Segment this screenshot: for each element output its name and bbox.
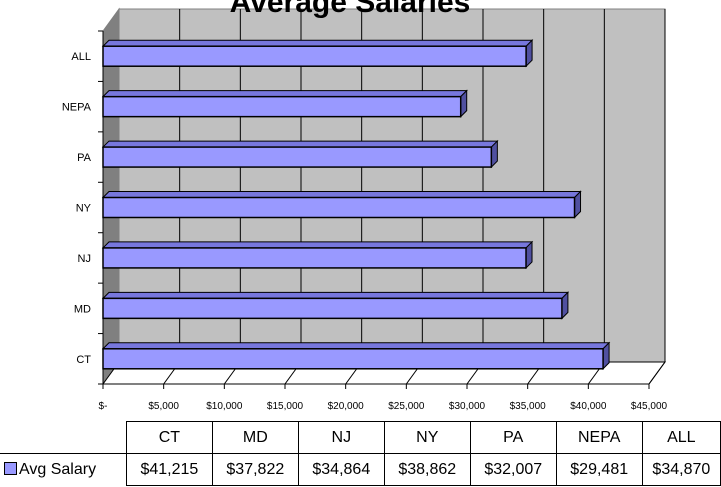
category-label: MD: [74, 303, 91, 315]
data-table-category-header: PA: [469, 421, 557, 454]
data-table-header-row: CT MD NJ NY PA NEPA ALL: [0, 421, 721, 454]
data-table-category-header: NJ: [297, 421, 385, 454]
x-tick-label: $40,000: [570, 401, 607, 412]
bar-chart: $- $5,000 $10,000 $15,000 $20,000 $25,000 $30,…: [62, 0, 668, 412]
category-label: NY: [76, 203, 92, 215]
legend-key: [4, 461, 17, 475]
category-label: ALL: [71, 51, 91, 63]
chart-title: Average Salaries: [230, 0, 471, 19]
x-tick-label: $5,000: [148, 401, 179, 412]
x-tick-label: $20,000: [328, 401, 365, 412]
data-table: CT MD NJ NY PA NEPA ALL Avg Salary $41,215 $37,8…: [0, 421, 721, 486]
category-label: CT: [76, 354, 91, 366]
data-table-category-header: NEPA: [555, 421, 643, 454]
bar-top-face: [101, 342, 611, 350]
data-table-corner: [0, 421, 127, 454]
floor-gridline: [648, 361, 666, 385]
category-label: NEPA: [62, 102, 92, 114]
data-table-value: $32,007: [469, 453, 557, 486]
data-table-value: $37,822: [211, 453, 299, 486]
bar: [102, 95, 462, 118]
x-tick-label: $25,000: [388, 401, 425, 412]
data-table-value: $29,481: [555, 453, 643, 486]
x-tick-label: $30,000: [449, 401, 486, 412]
bar-top-face: [101, 140, 499, 148]
bar: [102, 247, 527, 269]
bar: [102, 348, 604, 370]
category-label: PA: [77, 152, 92, 164]
bar: [102, 146, 493, 168]
x-tick-label: $45,000: [631, 401, 668, 412]
data-table-category-header: ALL: [641, 421, 721, 454]
data-table-value: $34,870: [641, 453, 721, 486]
data-table-category-header: CT: [125, 421, 213, 454]
legend-series-name: Avg Salary: [19, 460, 97, 478]
data-table-series-label: Avg Salary: [0, 453, 127, 486]
bar-top-face: [101, 90, 468, 98]
bar-top-face: [101, 191, 582, 198]
category-label: NJ: [78, 253, 91, 265]
bar-top-face: [101, 39, 534, 47]
x-tick-label: $35,000: [510, 401, 547, 412]
x-tick-label: $15,000: [267, 401, 304, 412]
data-table-value: $41,215: [125, 453, 213, 486]
data-table-value: $38,862: [383, 453, 471, 486]
data-table-category-header: MD: [211, 421, 299, 454]
bar: [102, 45, 527, 67]
data-table-value: $34,864: [297, 453, 385, 486]
bar: [102, 297, 563, 320]
bar-top-face: [101, 241, 534, 249]
data-table-value-row: Avg Salary $41,215 $37,822 $34,864 $38,862 $3…: [0, 453, 721, 486]
data-table-category-header: NY: [383, 421, 471, 454]
x-tick-label: $-: [99, 401, 108, 412]
x-tick-label: $10,000: [206, 401, 243, 412]
bar: [102, 196, 576, 219]
bar-top-face: [101, 291, 570, 299]
